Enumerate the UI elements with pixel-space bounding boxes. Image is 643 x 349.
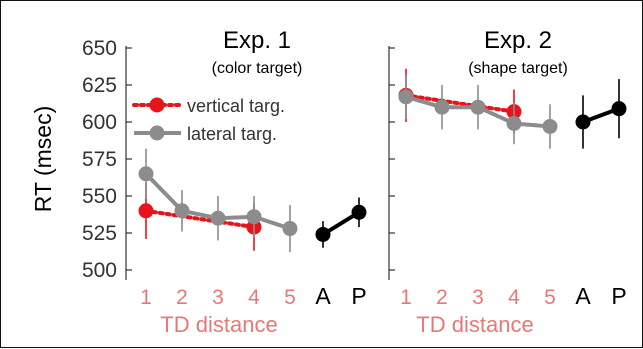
panel-2-lateral-point-1 bbox=[398, 89, 414, 105]
panel-1-vertical-point-1 bbox=[138, 203, 154, 219]
panel-1-x-axis-label: TD distance bbox=[160, 312, 277, 337]
panel-1-ap-point-A bbox=[315, 226, 331, 242]
panel-1-lateral-point-2 bbox=[174, 203, 190, 219]
panel-2-subtitle: (shape target) bbox=[468, 60, 568, 77]
legend-lateral-marker bbox=[149, 125, 165, 141]
panel-1-x-tick-label-2: 2 bbox=[176, 286, 188, 309]
panel-2-vertical-line bbox=[404, 93, 516, 114]
panel-2-x-tick-label-3: 3 bbox=[472, 286, 484, 309]
y-tick-label-525: 525 bbox=[82, 222, 117, 245]
y-tick-label-625: 625 bbox=[82, 74, 117, 97]
panel-2-title: Exp. 2 bbox=[484, 27, 552, 54]
panel-2-x-axis-label: TD distance bbox=[416, 312, 533, 337]
panel-1-subtitle: (color target) bbox=[212, 60, 303, 77]
panel-1-x-tick-label-P: P bbox=[351, 283, 366, 309]
panel-2-x-tick-label-1: 1 bbox=[400, 286, 412, 309]
panel-2-lateral-point-4 bbox=[506, 115, 522, 131]
panel-2-lateral-point-3 bbox=[470, 99, 486, 115]
panel-1-x-tick-label-4: 4 bbox=[248, 286, 260, 309]
panel-1-lateral-point-1 bbox=[138, 166, 154, 182]
panel-2-x-tick-label-4: 4 bbox=[508, 286, 520, 309]
legend-vertical-label: vertical targ. bbox=[187, 96, 285, 116]
panel-2-ap-point-P bbox=[611, 101, 627, 117]
panel-2-lateral-point-2 bbox=[434, 99, 450, 115]
y-axis-label: RT (msec) bbox=[30, 106, 56, 213]
panel-1-x-tick-label-1: 1 bbox=[140, 286, 152, 309]
panel-1-lateral-point-4 bbox=[246, 209, 262, 225]
y-tick-label-600: 600 bbox=[82, 111, 117, 134]
panel-2-x-tick-label-A: A bbox=[575, 283, 591, 309]
panel-2-x-tick-label-2: 2 bbox=[436, 286, 448, 309]
panel-1-x-tick-label-3: 3 bbox=[212, 286, 224, 309]
panel-1-x-tick-label-5: 5 bbox=[284, 286, 296, 309]
panel-2-x-tick-label-P: P bbox=[611, 283, 626, 309]
panel-1-vertical-line bbox=[144, 208, 256, 230]
y-tick-label-650: 650 bbox=[82, 37, 117, 60]
y-tick-label-575: 575 bbox=[82, 148, 117, 171]
panel-1-title: Exp. 1 bbox=[223, 27, 291, 54]
panel-1-lateral-point-3 bbox=[210, 210, 226, 226]
panel-1-ap-point-P bbox=[351, 204, 367, 220]
panel-1-x-tick-label-A: A bbox=[315, 283, 331, 309]
panel-1-lateral-point-5 bbox=[282, 221, 298, 237]
y-tick-label-550: 550 bbox=[82, 185, 117, 208]
panel-2-x-tick-label-5: 5 bbox=[544, 286, 556, 309]
panel-2-lateral-point-5 bbox=[542, 118, 558, 134]
legend-lateral-label: lateral targ. bbox=[187, 124, 277, 144]
legend-vertical-marker bbox=[149, 97, 165, 113]
y-tick-label-500: 500 bbox=[82, 259, 117, 282]
panel-2-ap-point-A bbox=[575, 114, 591, 130]
